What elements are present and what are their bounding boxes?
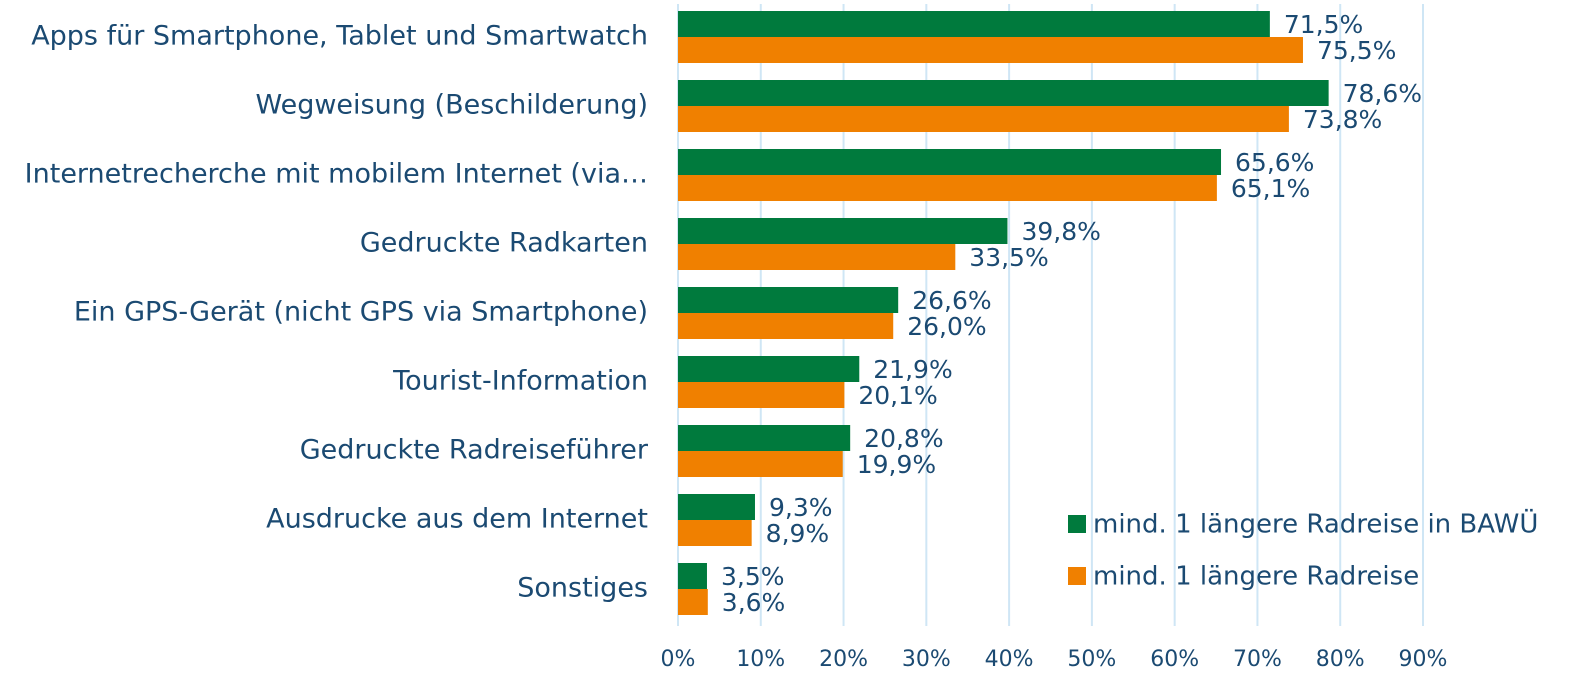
bar [678,563,707,589]
category-label: Tourist-Information [392,366,648,397]
value-label: 9,3% [769,493,833,522]
bar [678,244,956,270]
x-tick-label: 60% [1150,647,1199,672]
bar [678,382,845,408]
legend-label: mind. 1 längere Radreise [1093,562,1419,592]
x-tick-label: 40% [985,647,1034,672]
value-label: 3,5% [721,562,785,591]
category-label: Apps für Smartphone, Tablet und Smartwat… [31,21,648,52]
value-label: 65,1% [1231,174,1310,203]
x-tick-label: 50% [1067,647,1116,672]
value-label: 20,8% [864,424,943,453]
category-label: Sonstiges [517,573,648,604]
value-label: 8,9% [766,519,830,548]
bar [678,313,894,339]
category-label: Ein GPS-Gerät (nicht GPS via Smartphone) [74,297,648,328]
bar [678,520,752,546]
bar [678,494,755,520]
x-tick-label: 0% [661,647,696,672]
value-label: 26,0% [907,312,986,341]
category-label: Wegweisung (Beschilderung) [255,90,648,121]
value-label: 65,6% [1235,148,1314,177]
bar [678,106,1289,132]
category-label: Gedruckte Radreiseführer [300,435,649,466]
bar [678,37,1303,63]
value-label: 73,8% [1303,105,1382,134]
bar [678,356,860,382]
category-label: Ausdrucke aus dem Internet [266,504,648,535]
legend-label: mind. 1 längere Radreise in BAWÜ [1093,508,1538,540]
x-tick-label: 20% [819,647,868,672]
value-label: 33,5% [969,243,1048,272]
x-tick-label: 90% [1399,647,1448,672]
legend-swatch [1068,567,1086,585]
x-tick-label: 70% [1233,647,1282,672]
value-label: 78,6% [1343,79,1422,108]
value-label: 26,6% [912,286,991,315]
value-label: 19,9% [857,450,936,479]
legend-swatch [1068,515,1086,533]
bar [678,287,899,313]
category-label: Gedruckte Radkarten [360,228,648,259]
bar [678,218,1008,244]
value-label: 3,6% [722,588,786,617]
bar [678,11,1270,37]
category-label: Internetrecherche mit mobilem Internet (… [25,159,648,190]
value-label: 75,5% [1317,36,1396,65]
value-label: 21,9% [873,355,952,384]
value-label: 71,5% [1284,10,1363,39]
bar [678,175,1217,201]
x-tick-label: 10% [736,647,785,672]
x-tick-label: 80% [1316,647,1365,672]
bar [678,425,851,451]
bar [678,589,708,615]
value-label: 20,1% [858,381,937,410]
x-tick-label: 30% [902,647,951,672]
bar [678,80,1329,106]
bar [678,149,1222,175]
value-label: 39,8% [1021,217,1100,246]
bar [678,451,843,477]
